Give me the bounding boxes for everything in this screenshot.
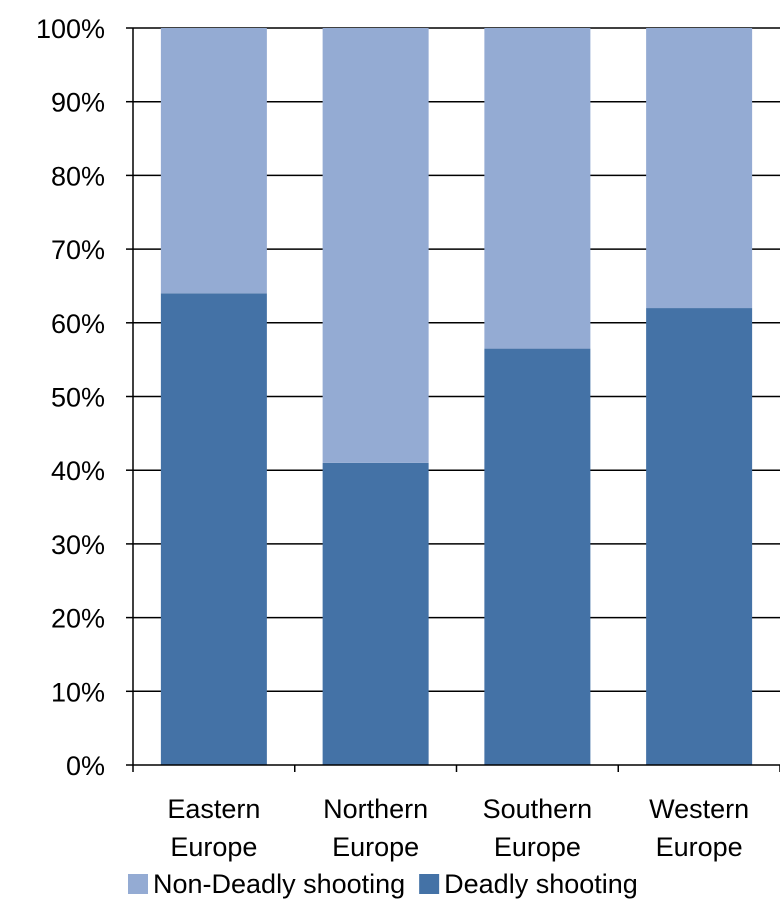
x-category-label: Southern [483,794,593,824]
legend-label: Non-Deadly shooting [153,869,405,899]
bar-segment-deadly-shooting [646,308,753,765]
y-tick-label: 100% [36,14,105,44]
y-tick-label: 40% [51,456,105,486]
bar-segment-non-deadly-shooting [160,28,267,294]
y-tick-label: 30% [51,530,105,560]
y-tick-label: 20% [51,604,105,634]
bar-segment-non-deadly-shooting [322,28,429,463]
x-category-label: Europe [656,832,743,862]
x-category-label: Eastern [167,794,260,824]
x-axis-category-labels: Eastern Europe Northern Europe Southern Europ… [167,794,749,862]
bar-segment-non-deadly-shooting [646,28,753,309]
legend-label: Deadly shooting [444,869,638,899]
legend-swatch [419,874,440,894]
bar-segment-deadly-shooting [160,293,267,765]
y-axis-tick-labels: 0% 10% 20% 30% 40% 50% 60% 70% 80% 90% 100% [36,14,105,781]
y-tick-label: 50% [51,383,105,413]
axes [126,27,780,772]
x-category-label: Europe [494,832,581,862]
y-tick-label: 60% [51,309,105,339]
bars [160,28,753,765]
x-category-label: Europe [170,832,257,862]
bar-segment-deadly-shooting [484,348,591,765]
x-category-label: Western [649,794,749,824]
y-tick-label: 90% [51,88,105,118]
bar-segment-non-deadly-shooting [484,28,591,349]
legend-swatch [128,874,148,894]
x-category-label: Northern [323,794,428,824]
legend: Non-Deadly shooting Deadly shooting [128,869,638,899]
y-tick-label: 0% [66,751,105,781]
y-tick-label: 80% [51,161,105,191]
bar-segment-deadly-shooting [322,462,429,765]
x-category-label: Europe [332,832,419,862]
y-tick-label: 10% [51,677,105,707]
y-tick-label: 70% [51,235,105,265]
